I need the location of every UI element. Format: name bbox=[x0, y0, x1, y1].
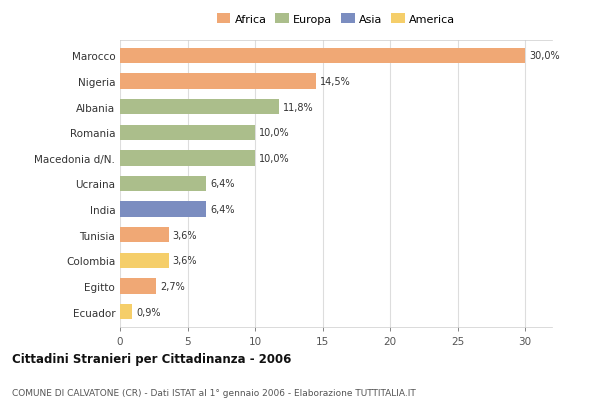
Bar bbox=[120, 304, 132, 319]
Bar bbox=[120, 227, 169, 243]
Bar bbox=[120, 151, 255, 166]
Bar bbox=[120, 74, 316, 90]
Bar bbox=[120, 279, 157, 294]
Text: 0,9%: 0,9% bbox=[136, 307, 161, 317]
Bar bbox=[120, 253, 169, 268]
Text: 10,0%: 10,0% bbox=[259, 153, 290, 164]
Text: 10,0%: 10,0% bbox=[259, 128, 290, 138]
Text: COMUNE DI CALVATONE (CR) - Dati ISTAT al 1° gennaio 2006 - Elaborazione TUTTITAL: COMUNE DI CALVATONE (CR) - Dati ISTAT al… bbox=[12, 389, 416, 398]
Text: 14,5%: 14,5% bbox=[320, 77, 350, 87]
Text: 3,6%: 3,6% bbox=[173, 256, 197, 266]
Text: 6,4%: 6,4% bbox=[211, 204, 235, 215]
Bar bbox=[120, 202, 206, 217]
Text: 3,6%: 3,6% bbox=[173, 230, 197, 240]
Bar bbox=[120, 125, 255, 141]
Text: 11,8%: 11,8% bbox=[283, 102, 314, 112]
Text: 30,0%: 30,0% bbox=[529, 51, 560, 61]
Text: 6,4%: 6,4% bbox=[211, 179, 235, 189]
Bar bbox=[120, 49, 525, 64]
Text: 2,7%: 2,7% bbox=[161, 281, 185, 291]
Bar bbox=[120, 100, 280, 115]
Bar bbox=[120, 176, 206, 192]
Text: Cittadini Stranieri per Cittadinanza - 2006: Cittadini Stranieri per Cittadinanza - 2… bbox=[12, 352, 292, 365]
Legend: Africa, Europa, Asia, America: Africa, Europa, Asia, America bbox=[212, 10, 460, 29]
